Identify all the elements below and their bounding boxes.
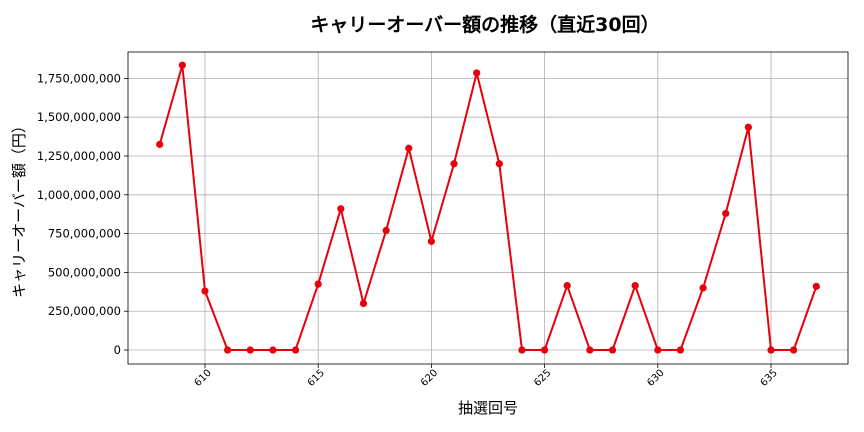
series-line (158, 64, 818, 351)
data-point (337, 205, 345, 213)
data-series (156, 61, 820, 354)
data-point (427, 237, 435, 245)
grid (128, 52, 848, 364)
data-point (405, 144, 413, 152)
y-axis-label: キャリーオーバー額（円） (10, 118, 28, 298)
data-point (563, 282, 571, 290)
x-tick-label: 610 (193, 368, 214, 389)
data-point (631, 282, 639, 290)
data-point (744, 123, 752, 131)
data-point (518, 346, 526, 354)
data-point (291, 346, 300, 354)
data-point (699, 284, 707, 292)
x-tick-label: 635 (759, 368, 780, 389)
y-tick-label: 1,250,000,000 (37, 149, 121, 163)
data-point (224, 346, 232, 354)
data-point (473, 69, 481, 77)
data-point (541, 346, 549, 354)
data-point (450, 160, 458, 168)
y-tick-label: 1,000,000,000 (37, 188, 121, 202)
data-point (314, 280, 322, 288)
y-tick-label: 250,000,000 (48, 304, 121, 318)
x-axis-label: 抽選回号 (458, 399, 518, 417)
data-point (790, 346, 798, 354)
x-tick-label: 615 (306, 368, 327, 389)
data-point (767, 346, 775, 354)
data-point (495, 160, 503, 168)
data-point (382, 226, 390, 235)
data-point (246, 346, 254, 354)
data-point (608, 346, 617, 354)
data-point (269, 346, 277, 354)
data-point (654, 346, 662, 354)
data-point (676, 346, 685, 354)
x-axis: 610 615 620 625 630 635 (193, 364, 780, 389)
y-tick-label: 1,500,000,000 (37, 110, 121, 124)
x-tick-label: 625 (532, 368, 553, 389)
y-axis: 0 250,000,000 500,000,000 750,000,000 1,000,… (37, 71, 128, 357)
data-point (359, 299, 368, 308)
data-point (812, 282, 820, 290)
data-point (586, 346, 594, 354)
x-tick-label: 630 (645, 368, 666, 389)
y-tick-label: 750,000,000 (48, 227, 121, 241)
y-tick-label: 1,750,000,000 (37, 71, 121, 85)
data-point (201, 287, 209, 295)
data-point (156, 140, 164, 148)
y-tick-label: 0 (114, 343, 121, 357)
plot-area-frame (127, 51, 849, 365)
data-point (722, 209, 730, 218)
x-tick-label: 620 (419, 368, 440, 389)
chart-title: キャリーオーバー額の推移（直近30回） (310, 13, 659, 36)
data-point (178, 61, 186, 69)
y-tick-label: 500,000,000 (48, 265, 121, 279)
